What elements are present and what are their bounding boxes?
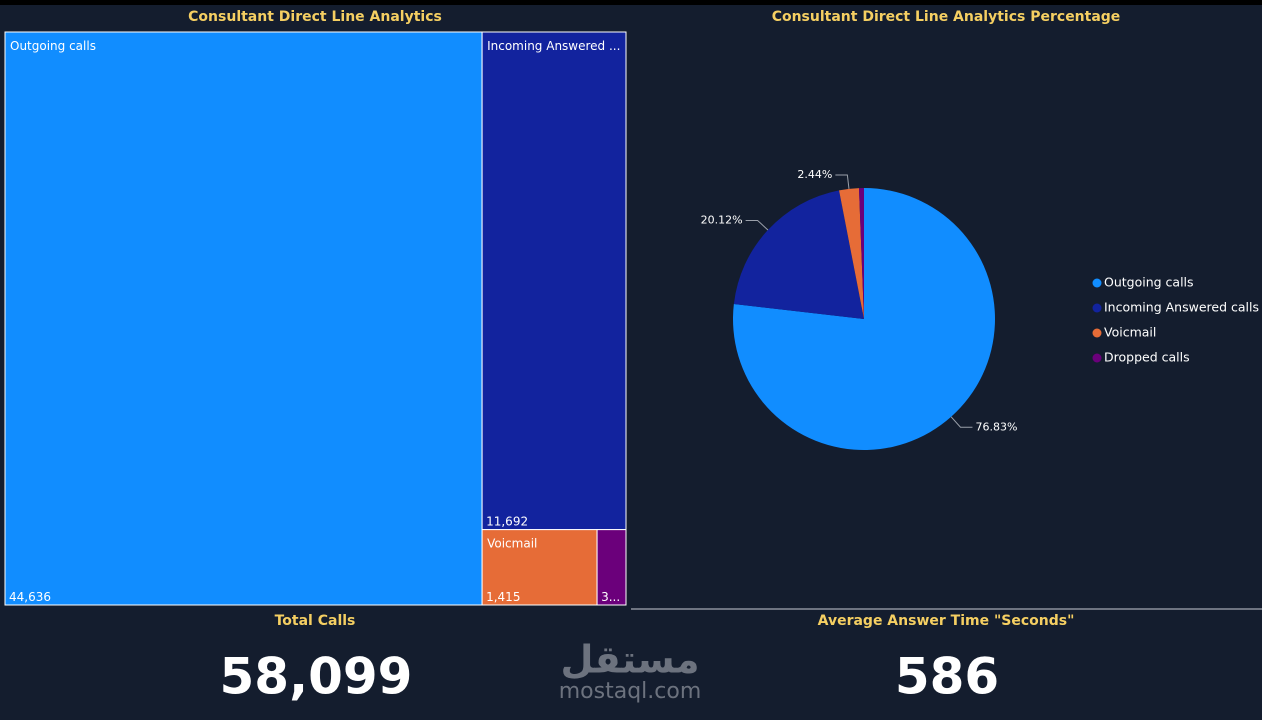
treemap-tile xyxy=(596,529,627,606)
kpi-value: 58,099 xyxy=(220,648,413,706)
tile-label: Incoming Answered ... xyxy=(487,39,620,53)
leader-line xyxy=(745,219,769,231)
watermark: mostaql.com xyxy=(559,679,702,704)
tile-value: 44,636 xyxy=(9,590,51,604)
tile-value: 1,415 xyxy=(486,590,520,604)
top-strip xyxy=(0,0,1262,5)
legend-marker xyxy=(1092,328,1102,338)
tile-value: 11,692 xyxy=(486,515,528,529)
kpi-title: Average Answer Time "Seconds" xyxy=(818,613,1075,629)
legend-marker xyxy=(1092,278,1102,288)
treemap-title: Consultant Direct Line Analytics xyxy=(188,9,442,25)
kpi-title: Total Calls xyxy=(275,613,356,629)
pie-slice xyxy=(858,188,864,319)
treemap-tile xyxy=(481,31,627,531)
tile-label: Outgoing calls xyxy=(10,39,96,53)
legend-label: Dropped calls xyxy=(1104,350,1190,365)
legend-label: Voicmail xyxy=(1104,325,1156,340)
legend-marker xyxy=(1092,303,1102,313)
tile-value: 3... xyxy=(601,590,620,604)
pie-label: 76.83% xyxy=(975,420,1017,433)
treemap-tile xyxy=(4,31,483,606)
tile-label: Voicmail xyxy=(487,537,537,551)
leader-line xyxy=(950,416,973,428)
watermark: مستقل xyxy=(561,638,700,682)
kpi-value: 586 xyxy=(895,648,999,706)
pie-label: 20.12% xyxy=(701,213,743,226)
pie-label: 2.44% xyxy=(797,168,832,181)
legend-marker xyxy=(1092,353,1102,363)
treemap-tile xyxy=(481,529,598,606)
pie-title: Consultant Direct Line Analytics Percent… xyxy=(772,9,1121,25)
legend-label: Outgoing calls xyxy=(1104,275,1194,290)
leader-line xyxy=(835,174,850,189)
pie-slice xyxy=(839,188,864,319)
pie-slice xyxy=(733,190,864,319)
legend-label: Incoming Answered calls xyxy=(1104,300,1259,315)
